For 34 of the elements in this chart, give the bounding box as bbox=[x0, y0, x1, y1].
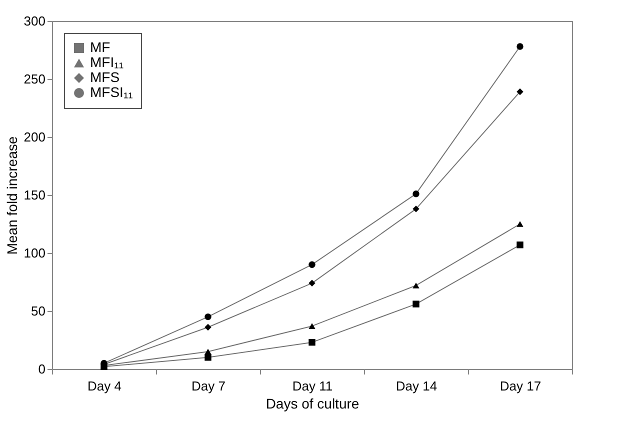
legend-label: MFSI₁₁ bbox=[90, 84, 134, 100]
x-tick-label: Day 14 bbox=[396, 378, 438, 394]
y-tick-label: 150 bbox=[24, 188, 46, 202]
point bbox=[516, 242, 524, 248]
x-tick-label: Day 7 bbox=[192, 378, 226, 394]
y-axis-title: Mean fold increase bbox=[4, 136, 20, 255]
x-axis-title: Days of culture bbox=[266, 396, 360, 412]
point bbox=[204, 313, 212, 320]
y-tick-label: 50 bbox=[31, 304, 46, 318]
point bbox=[412, 282, 420, 288]
x-tick-label: Day 4 bbox=[88, 378, 122, 394]
point bbox=[204, 324, 212, 331]
point bbox=[308, 338, 316, 346]
point bbox=[516, 221, 524, 227]
legend-label: MFS bbox=[90, 69, 120, 85]
y-tick-label: 100 bbox=[24, 246, 46, 260]
y-tick-label: 250 bbox=[24, 72, 46, 86]
y-tick-label: 300 bbox=[24, 14, 46, 28]
point bbox=[412, 206, 420, 212]
y-tick-label: 200 bbox=[24, 130, 46, 144]
point bbox=[516, 88, 524, 96]
point bbox=[516, 43, 524, 50]
point bbox=[412, 190, 420, 198]
point bbox=[308, 323, 316, 329]
legend-label: MF bbox=[90, 39, 110, 55]
point bbox=[308, 280, 316, 287]
point bbox=[204, 348, 212, 355]
x-tick-label: Day 11 bbox=[292, 378, 333, 394]
legend-label: MFI₁₁ bbox=[90, 54, 124, 70]
y-tick-label: 0 bbox=[38, 362, 46, 376]
point bbox=[412, 300, 420, 308]
x-tick-label: Day 17 bbox=[500, 378, 542, 394]
point bbox=[308, 261, 316, 268]
point bbox=[204, 354, 212, 361]
